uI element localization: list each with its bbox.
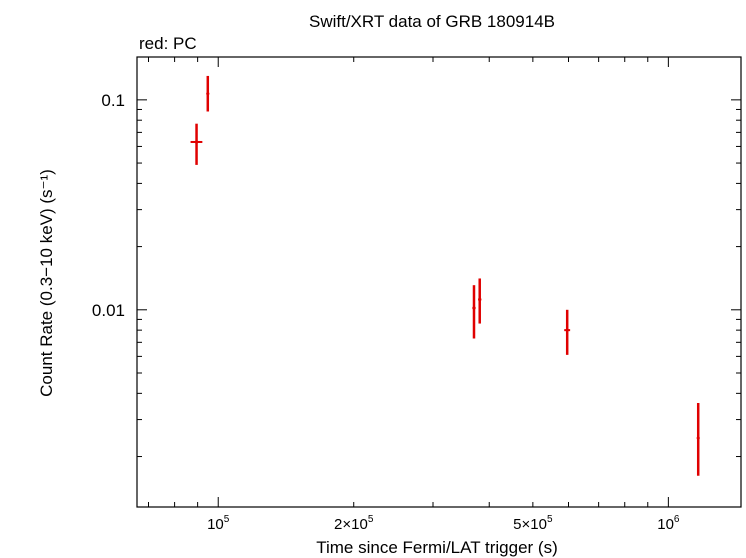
chart-subtitle: red: PC — [139, 34, 197, 53]
x-tick-label: 106 — [657, 514, 680, 533]
data-point — [472, 285, 476, 339]
plot-frame — [136, 56, 742, 508]
y-axis-label: Count Rate (0.3−10 keV) (s⁻¹) — [37, 169, 56, 397]
x-axis-label: Time since Fermi/LAT trigger (s) — [316, 538, 558, 557]
y-tick-label: 0.01 — [92, 301, 125, 320]
data-point — [696, 402, 700, 476]
point-marker — [194, 140, 199, 144]
data-point — [564, 309, 571, 355]
point-marker — [696, 436, 700, 440]
data-point — [478, 278, 482, 324]
point-marker — [206, 92, 210, 96]
x-tick-label: 2×105 — [334, 514, 374, 533]
data-point — [190, 123, 203, 165]
x-tick-label: 5×105 — [513, 514, 553, 533]
point-marker — [472, 306, 476, 310]
point-marker — [478, 297, 482, 302]
data-point — [206, 75, 210, 112]
y-tick-label: 0.1 — [101, 91, 125, 110]
x-tick-label: 105 — [207, 514, 230, 533]
chart-title: Swift/XRT data of GRB 180914B — [309, 12, 555, 31]
point-marker — [565, 328, 569, 332]
